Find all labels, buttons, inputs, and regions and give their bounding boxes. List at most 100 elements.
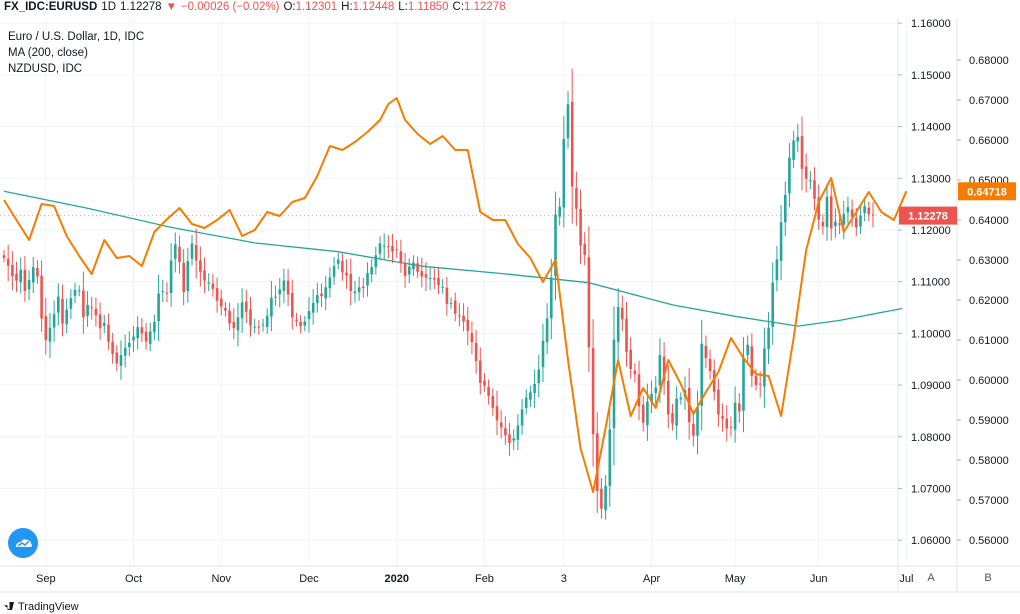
candle: [554, 191, 557, 300]
time-axis-label: Oct: [125, 573, 142, 585]
candle: [265, 308, 269, 335]
candle: [98, 302, 102, 340]
candle-body: [813, 180, 816, 199]
candle-body: [662, 356, 666, 381]
candle: [19, 257, 22, 294]
interval-label[interactable]: 1D: [101, 1, 116, 13]
candle-body: [608, 429, 612, 486]
auto-scale-button[interactable]: A: [927, 572, 935, 584]
candle: [566, 91, 570, 149]
candle-body: [441, 286, 444, 288]
candle: [278, 277, 281, 308]
candle: [763, 327, 766, 408]
candle: [332, 256, 336, 285]
candle: [667, 365, 670, 429]
candle: [717, 378, 720, 427]
candle-body: [637, 374, 641, 407]
candle: [800, 116, 804, 191]
outer-axis-label: 0.59000: [969, 415, 1009, 427]
candle-body: [579, 208, 582, 246]
inner-axis-label: 1.11000: [911, 277, 950, 289]
candle: [834, 208, 837, 238]
candle: [625, 301, 628, 367]
candle: [746, 335, 749, 365]
candle: [729, 416, 733, 437]
candle: [199, 246, 202, 287]
candle-body: [838, 223, 841, 225]
candle-body: [842, 213, 846, 225]
candle-body: [650, 393, 653, 403]
candle-body: [796, 136, 800, 142]
candle-body: [600, 488, 603, 509]
candle: [579, 189, 582, 265]
candle: [637, 360, 641, 421]
candle: [382, 233, 386, 260]
candle-body: [382, 245, 386, 247]
scale-mode-button[interactable]: B: [984, 572, 992, 584]
inner-axis-label: 1.16000: [911, 18, 951, 30]
candle: [804, 153, 808, 193]
candle-body: [345, 272, 348, 276]
candle-body: [291, 293, 294, 318]
legend-main-series[interactable]: Euro / U.S. Dollar, 1D, IDC: [8, 31, 145, 43]
candle-body: [675, 398, 678, 426]
symbol-name[interactable]: FX_IDC:EURUSD: [4, 1, 98, 13]
candle-body: [566, 104, 570, 139]
candle-body: [591, 348, 595, 435]
candle-body: [721, 416, 724, 419]
candle-body: [378, 243, 382, 254]
candle: [600, 478, 603, 519]
candle-body: [775, 259, 779, 281]
candle: [353, 280, 357, 303]
candle: [341, 253, 344, 281]
legend-ma[interactable]: MA (200, close): [8, 47, 88, 59]
candle-body: [274, 296, 277, 298]
candle-body: [679, 397, 683, 400]
candle-body: [94, 308, 98, 316]
candle-body: [445, 287, 449, 304]
candle-body: [416, 263, 419, 272]
candle: [57, 283, 60, 326]
candle: [182, 248, 185, 306]
candle: [408, 258, 411, 284]
time-axis-label: Feb: [475, 573, 494, 585]
candle-body: [15, 273, 18, 281]
candle: [387, 235, 390, 259]
candle: [817, 184, 820, 231]
candle: [52, 300, 56, 342]
candle: [675, 386, 678, 440]
candle-body: [211, 283, 215, 289]
outer-price-axis: 0.680000.670000.660000.650000.640000.630…: [957, 55, 1009, 547]
outer-axis-label: 0.63000: [969, 255, 1009, 267]
candle-body: [850, 209, 854, 217]
candle-body: [148, 331, 152, 344]
candle: [499, 410, 503, 439]
candle: [245, 289, 248, 323]
candle: [779, 205, 783, 281]
candle: [570, 68, 574, 224]
candle: [328, 267, 332, 298]
legend-compare[interactable]: NZDUSD, IDC: [8, 63, 83, 75]
candle: [441, 279, 444, 294]
candle: [504, 416, 507, 445]
candle-body: [420, 271, 424, 277]
candle: [416, 256, 419, 278]
tradingview-badge[interactable]: [8, 528, 38, 558]
candle-body: [466, 319, 470, 331]
candle: [846, 196, 850, 224]
candle-body: [399, 251, 403, 264]
candle: [771, 262, 774, 345]
candle: [792, 131, 795, 169]
candle-body: [537, 369, 541, 384]
candle-body: [61, 299, 64, 324]
candle-body: [458, 315, 461, 317]
ma-line: [3, 190, 903, 327]
candle-body: [508, 434, 511, 443]
candle: [403, 253, 407, 288]
candle: [733, 386, 737, 443]
candle: [349, 258, 353, 306]
close-label: C:: [452, 1, 465, 13]
candle-body: [825, 196, 829, 228]
candle-body: [554, 214, 557, 276]
